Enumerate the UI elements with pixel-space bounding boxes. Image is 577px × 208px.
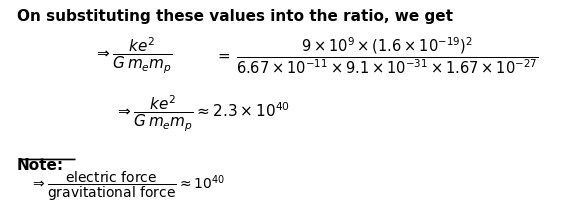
Text: Note:: Note: (17, 158, 64, 173)
Text: $\Rightarrow \dfrac{\mathrm{electric\ force}}{\mathrm{gravitational\ force}} \ap: $\Rightarrow \dfrac{\mathrm{electric\ fo… (30, 170, 224, 203)
Text: $\dfrac{9 \times 10^{9} \times (1.6 \times 10^{-19})^{2}}{6.67 \times 10^{-11} \: $\dfrac{9 \times 10^{9} \times (1.6 \tim… (236, 35, 538, 76)
Text: $\Rightarrow \dfrac{ke^{2}}{G\,m_{e}m_{p}} \approx 2.3 \times 10^{40}$: $\Rightarrow \dfrac{ke^{2}}{G\,m_{e}m_{p… (115, 94, 290, 134)
Text: $\Rightarrow \dfrac{ke^{2}}{G\,m_{e}m_{p}}$: $\Rightarrow \dfrac{ke^{2}}{G\,m_{e}m_{p… (94, 36, 173, 76)
Text: $=$: $=$ (215, 48, 231, 63)
Text: On substituting these values into the ratio, we get: On substituting these values into the ra… (17, 9, 453, 25)
